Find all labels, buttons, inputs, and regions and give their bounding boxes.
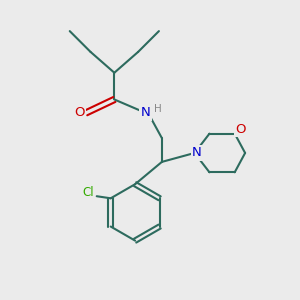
- Text: O: O: [236, 123, 246, 136]
- Text: Cl: Cl: [82, 186, 94, 200]
- Text: N: N: [192, 146, 202, 160]
- Text: N: N: [141, 106, 150, 119]
- Text: H: H: [154, 104, 162, 114]
- Text: O: O: [74, 106, 85, 119]
